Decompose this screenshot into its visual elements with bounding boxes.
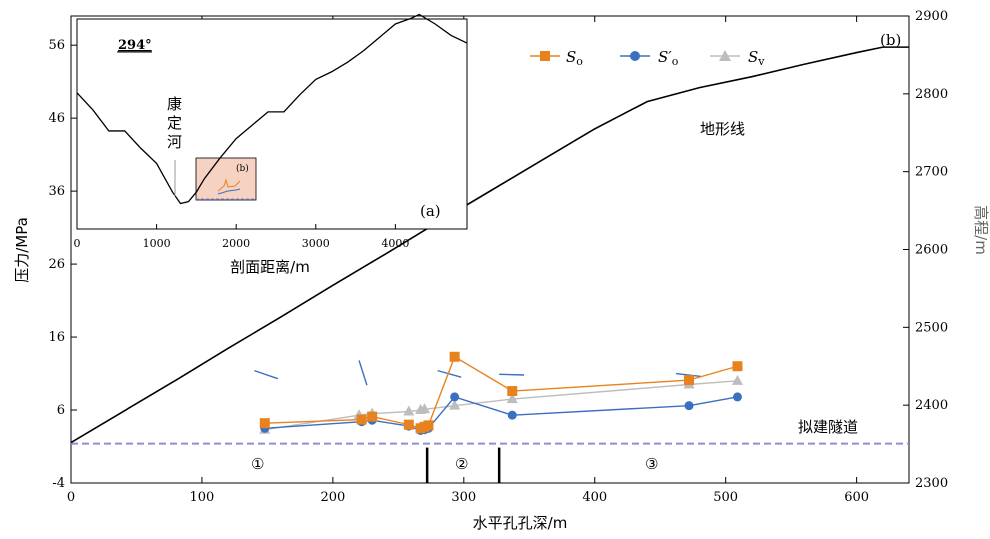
orientation-segment — [358, 360, 368, 386]
inset-ticks: 0 1000 2000 3000 4000 — [74, 224, 409, 250]
y2-axis-title: 高程/m — [972, 205, 990, 255]
legend-so-text: So — [566, 48, 583, 68]
y-tick-label: 16 — [48, 330, 65, 345]
sprime-point — [732, 392, 742, 402]
inset-title: 294° — [118, 38, 152, 53]
sprime-point — [684, 401, 694, 411]
orientation-segment — [437, 369, 462, 378]
y2-tick-label: 2700 — [915, 165, 948, 180]
river-label: 康定河 — [165, 96, 183, 153]
series-line-0 — [264, 355, 738, 430]
terrain-line — [70, 46, 909, 444]
zone-2-label: ② — [455, 455, 468, 473]
short-segments — [254, 360, 701, 386]
orientation-segment — [254, 369, 279, 380]
zone-3-label: ③ — [645, 455, 658, 473]
so-point — [507, 386, 518, 397]
x-tick-label: 500 — [713, 490, 738, 505]
orientation-segment — [499, 373, 525, 376]
y-tick-label: 6 — [57, 403, 65, 418]
so-point — [684, 375, 695, 386]
so-point — [423, 420, 434, 431]
inset-x-tick-label: 2000 — [222, 237, 250, 250]
y2-tick-label: 2600 — [915, 243, 948, 258]
inset-x-tick-label: 1000 — [143, 237, 171, 250]
inset-profile — [76, 13, 468, 205]
zone-1-label: ① — [251, 455, 264, 473]
x-axis-title: 水平孔孔深/m — [473, 514, 568, 532]
orientation-segment — [675, 372, 701, 378]
so-point — [732, 361, 743, 372]
y-tick-label: -4 — [52, 476, 65, 491]
y-tick-label: 36 — [48, 184, 65, 199]
y2-tick-label: 2800 — [915, 87, 948, 102]
sv-point — [403, 405, 415, 416]
sprime-point — [507, 410, 517, 420]
x-tick-label: 600 — [844, 490, 869, 505]
sv-point — [449, 399, 461, 410]
legend: So S′o Sv — [530, 48, 765, 68]
sprime-point — [450, 392, 460, 402]
x-tick-label: 200 — [320, 490, 345, 505]
so-point — [356, 414, 367, 425]
sv-point — [506, 393, 518, 404]
y2-tick-label: 2300 — [915, 476, 948, 491]
y-axis-title: 压力/MPa — [13, 217, 31, 283]
inset-x-title: 剖面距离/m — [230, 258, 310, 276]
y2-tick-label: 2500 — [915, 320, 948, 335]
inset-frame — [76, 18, 468, 230]
legend-so-marker — [540, 51, 550, 61]
terrain-polyline — [70, 46, 909, 444]
y-tick-label: 46 — [48, 111, 65, 126]
so-point — [403, 419, 414, 430]
x-tick-label: 300 — [451, 490, 476, 505]
y2-tick-label: 2900 — [915, 9, 948, 24]
so-point — [259, 418, 270, 429]
inset-x-tick-label: 3000 — [302, 237, 330, 250]
inset-highlight-curve-orange — [217, 178, 241, 192]
legend-sprime-text: S′o — [658, 48, 679, 68]
inset-x-tick-label: 4000 — [381, 237, 409, 250]
terrain-label: 地形线 — [700, 120, 745, 138]
sv-point — [731, 374, 743, 385]
zone-boundaries — [425, 447, 501, 483]
inset-panel-label: (a) — [420, 202, 441, 220]
main-ticks: 0 100 200 300 400 500 600 -4 6 16 26 36 46 56 2300 2400… — [48, 9, 948, 505]
y2-tick-label: 2400 — [915, 398, 948, 413]
y-tick-label: 56 — [48, 38, 65, 53]
so-point — [449, 351, 460, 362]
x-tick-label: 400 — [582, 490, 607, 505]
legend-sv-text: Sv — [748, 48, 765, 68]
tunnel-label: 拟建隧道 — [798, 418, 858, 436]
legend-sv-marker — [719, 50, 731, 61]
series-line-2 — [264, 380, 738, 431]
series-group — [259, 351, 743, 435]
inset-highlight-label: (b) — [236, 163, 249, 174]
x-tick-label: 0 — [67, 490, 75, 505]
inset-profile-line — [76, 13, 468, 205]
inset-highlight-curve-blue — [217, 188, 241, 195]
x-tick-label: 100 — [190, 490, 215, 505]
series-line-1 — [264, 396, 738, 432]
so-point — [367, 411, 378, 422]
sv-point — [419, 403, 431, 414]
inset-panel: (b) 0 1000 2000 3000 4000 294° (a) 康定河 剖面距离/… — [74, 13, 468, 276]
legend-sprime-marker — [630, 51, 640, 61]
inset-x-tick-label: 0 — [74, 237, 81, 250]
y-tick-label: 26 — [48, 257, 65, 272]
panel-label-b: (b) — [880, 31, 901, 49]
